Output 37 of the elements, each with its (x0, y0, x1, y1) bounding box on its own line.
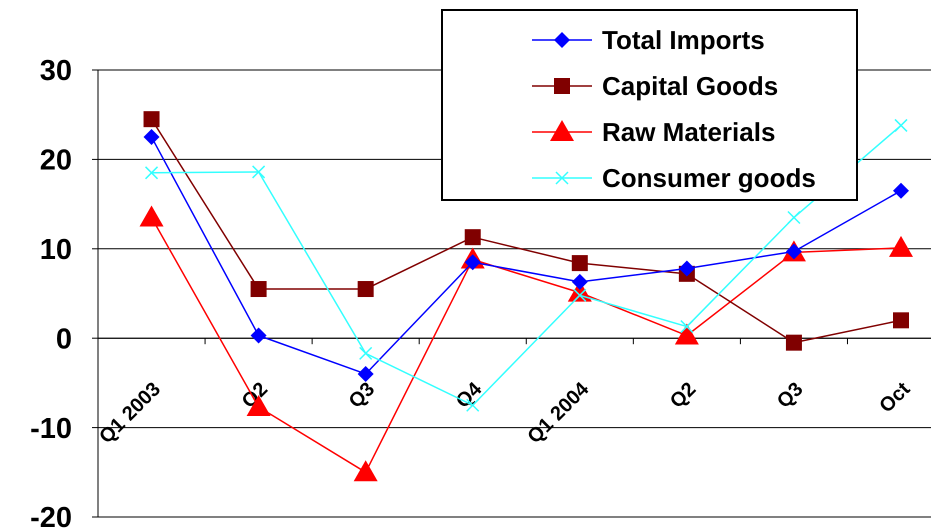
y-tick-label: 10 (40, 234, 72, 266)
x-tick-label: Q3 (344, 378, 380, 413)
point (144, 166, 158, 180)
point (144, 111, 160, 128)
point (889, 236, 913, 257)
point (894, 118, 908, 132)
legend-label: Total Imports (602, 25, 765, 56)
point (893, 312, 909, 328)
point (678, 260, 695, 276)
point (680, 320, 694, 334)
x-tick-label: Q2 (666, 378, 700, 413)
point (674, 324, 699, 345)
point (358, 346, 372, 360)
point (358, 366, 374, 382)
y-tick-label: -10 (30, 412, 72, 445)
point (893, 182, 909, 199)
y-tick-label: 30 (40, 55, 72, 88)
x-tick-label: Q3 (773, 378, 808, 413)
point (354, 460, 378, 482)
point (358, 281, 374, 298)
point (572, 274, 588, 290)
point (144, 129, 160, 146)
legend-label: Raw Materials (602, 117, 776, 148)
y-tick-label: 20 (40, 144, 72, 177)
y-tick-label: 0 (56, 323, 72, 356)
point (464, 229, 481, 246)
point (786, 334, 802, 351)
point (572, 255, 588, 272)
legend-label: Capital Goods (602, 71, 778, 102)
point (787, 210, 801, 224)
x-tick-label: Oct (875, 378, 915, 418)
legend-label: Consumer goods (602, 163, 816, 194)
point (140, 206, 164, 227)
point (252, 165, 266, 179)
y-tick-label: -20 (30, 502, 72, 530)
point (250, 328, 267, 344)
point (250, 281, 267, 298)
